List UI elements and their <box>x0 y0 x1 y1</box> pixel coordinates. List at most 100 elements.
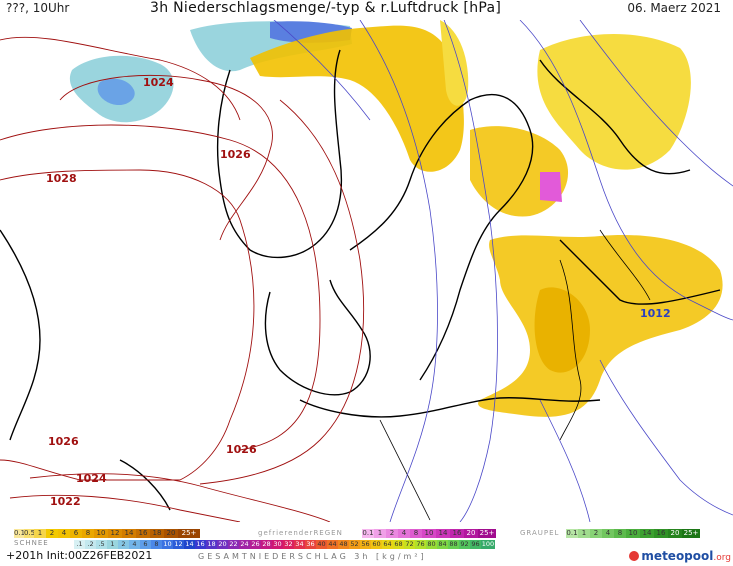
snow-scale-item: 6 <box>140 540 151 549</box>
isobar-label: 1026 <box>48 435 79 448</box>
isobar-label: 1026 <box>220 148 251 161</box>
snow-area-iceland <box>69 55 174 123</box>
freezing-scale-item: 20 <box>464 529 478 538</box>
snow-scale-item: 80 <box>426 540 437 549</box>
rain-scale-item: 14 <box>122 529 136 538</box>
isobar-label: 1024 <box>143 76 174 89</box>
meteopool-logo[interactable]: meteopool.org <box>629 549 731 563</box>
brand-tld: .org <box>713 553 731 563</box>
snow-scale-item: 44 <box>327 540 338 549</box>
snow-scale-item: 100 <box>481 540 495 549</box>
map-title: 3h Niederschlagsmenge/-typ & r.Luftdruck… <box>150 0 502 16</box>
snow-scale-item: 96 <box>470 540 481 549</box>
snow-scale-item: 72 <box>404 540 415 549</box>
rain-scale-item: 2 <box>46 529 58 538</box>
snow-scale-item: 92 <box>459 540 470 549</box>
snow-scale-item: 32 <box>283 540 294 549</box>
snow-scale-item: 76 <box>415 540 426 549</box>
snow-scale-item: 22 <box>228 540 239 549</box>
snow-scale-item: 56 <box>360 540 371 549</box>
snow-scale-item: 40 <box>316 540 327 549</box>
gefrierender-label: gefrierenderREGEN <box>258 529 343 537</box>
snow-scale-item: 16 <box>195 540 206 549</box>
snow-scale-item: 34 <box>294 540 305 549</box>
snow-scale-item: 20 <box>217 540 228 549</box>
snow-scale-item: 24 <box>239 540 250 549</box>
graupel-label: GRAUPEL <box>520 529 560 537</box>
snow-scale-item: 28 <box>261 540 272 549</box>
snow-scale-item: 12 <box>173 540 184 549</box>
rain-scale-item: 4 <box>58 529 70 538</box>
graupel-scale-item: 14 <box>640 529 654 538</box>
gesamt-label: GESAMTNIEDERSCHLAG 3h [kg/m²] <box>198 552 427 561</box>
rain-area-norway <box>250 20 469 172</box>
rain-scale-item: 12 <box>108 529 122 538</box>
freezing-scale-item: 10 <box>422 529 436 538</box>
snow-scale-item: 18 <box>206 540 217 549</box>
rain-scale-item: 0.1 <box>14 529 26 538</box>
isobar-label: 1024 <box>76 472 107 485</box>
isobar-labels: 1024 1026 1028 1026 1026 1024 1022 1012 <box>46 76 671 508</box>
graupel-scale-item: 2 <box>590 529 602 538</box>
snow-scale-item: .1 <box>74 540 85 549</box>
snow-scale-item: 1 <box>107 540 118 549</box>
init-info: +201h Init:00Z26FEB2021 <box>6 549 153 562</box>
rain-scale-item: 8 <box>82 529 94 538</box>
snow-scale-item: 64 <box>382 540 393 549</box>
isobar-label: 1028 <box>46 172 77 185</box>
valid-time-label: ???, 10Uhr <box>6 1 70 15</box>
rain-scale-item: 20 <box>164 529 178 538</box>
map-header: ???, 10Uhr 3h Niederschlagsmenge/-typ & … <box>0 0 733 20</box>
graupel-scale-item: 8 <box>614 529 626 538</box>
weather-map: 1024 1026 1028 1026 1026 1024 1022 1012 <box>0 0 733 522</box>
freezing-scale-item: 4 <box>398 529 410 538</box>
graupel-scale: 0.1 1 2 4 8 10 14 16 20 25+ <box>566 529 700 538</box>
snow-scale-item: 52 <box>349 540 360 549</box>
snow-scale-item: .5 <box>96 540 107 549</box>
graupel-scale-item: 4 <box>602 529 614 538</box>
snow-scale-item: 36 <box>305 540 316 549</box>
isobar-label: 1012 <box>640 307 671 320</box>
snow-scale-item: 48 <box>338 540 349 549</box>
graupel-scale-item: 0.1 <box>566 529 578 538</box>
graupel-scale-item: 16 <box>654 529 668 538</box>
graupel-scale-item: 10 <box>626 529 640 538</box>
isobars-high <box>0 36 364 522</box>
freezing-scale-item: 2 <box>386 529 398 538</box>
snow-scale-item: .2 <box>85 540 96 549</box>
gefrierender-scale: 0.1 1 2 4 8 10 14 16 20 25+ <box>362 529 496 538</box>
isobar-label: 1022 <box>50 495 81 508</box>
rain-scale-item: 1 <box>34 529 46 538</box>
snow-scale-item: 60 <box>371 540 382 549</box>
rain-scale-item: 0.5 <box>24 529 36 538</box>
schnee-label: SCHNEE <box>14 539 49 547</box>
snow-scale: .1 .2 .5 1 2 4 6 8 10 12 14 16 18 20 22 … <box>74 540 495 549</box>
freezing-scale-item: 8 <box>410 529 422 538</box>
snow-scale-item: 26 <box>250 540 261 549</box>
rain-scale-item: 10 <box>94 529 108 538</box>
rain-scale-item: 16 <box>136 529 150 538</box>
snow-scale-item: 2 <box>118 540 129 549</box>
rain-scale: 0.1 0.5 1 2 4 6 8 10 12 14 16 18 20 25+ <box>14 529 200 538</box>
freezing-scale-item: 0.1 <box>362 529 374 538</box>
snow-scale-item: 88 <box>448 540 459 549</box>
brand-name: meteopool <box>641 549 714 563</box>
snow-scale-item: 10 <box>162 540 173 549</box>
graupel-scale-item: 1 <box>578 529 590 538</box>
rain-scale-item: 25+ <box>178 529 200 538</box>
rain-scale-item: 18 <box>150 529 164 538</box>
freezing-scale-item: 25+ <box>478 529 496 538</box>
isobars-low <box>249 0 733 522</box>
isobar-label: 1026 <box>226 443 257 456</box>
logo-icon <box>629 551 640 561</box>
rain-scale-item: 6 <box>70 529 82 538</box>
snow-scale-item: 4 <box>129 540 140 549</box>
snow-scale-item: 14 <box>184 540 195 549</box>
rain-area-finland <box>470 33 691 217</box>
snow-scale-item: 84 <box>437 540 448 549</box>
freezing-scale-item: 14 <box>436 529 450 538</box>
snow-scale-item: 68 <box>393 540 404 549</box>
valid-date: 06. Maerz 2021 <box>627 1 721 15</box>
graupel-scale-item: 25+ <box>682 529 700 538</box>
